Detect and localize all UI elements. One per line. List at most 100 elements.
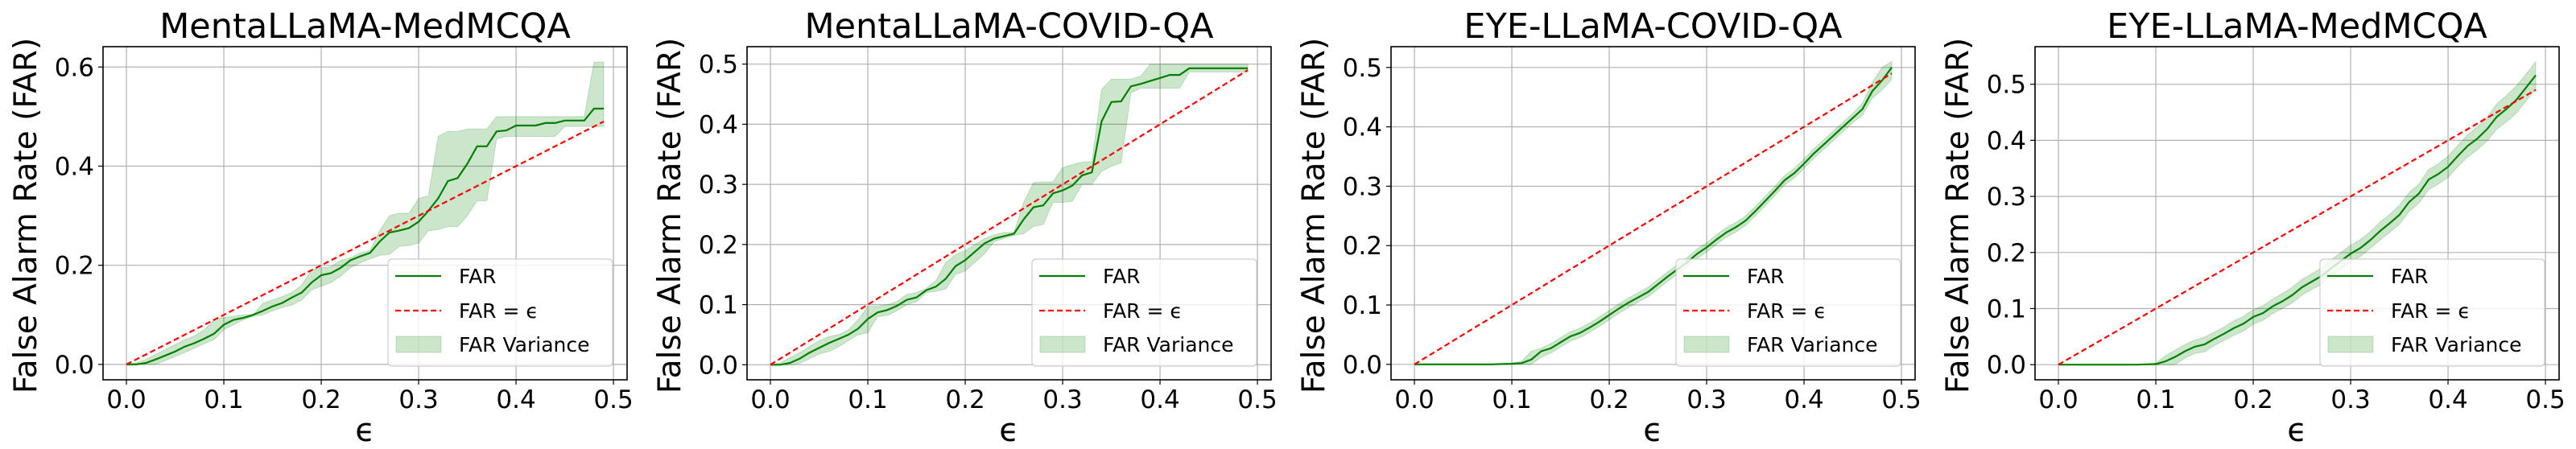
far-equals-epsilon-line	[2058, 89, 2537, 366]
x-tick-label: 0.3	[1042, 385, 1082, 414]
x-tick-label: 0.4	[1140, 385, 1179, 414]
far-variance-band	[1414, 60, 1893, 365]
legend-label-variance: FAR Variance	[459, 333, 590, 356]
y-tick-label: 0.1	[699, 291, 738, 320]
y-tick-label: 0.5	[1343, 54, 1382, 83]
legend-label-variance: FAR Variance	[1103, 333, 1234, 356]
x-tick-label: 0.2	[301, 385, 341, 414]
far-line	[770, 67, 1248, 366]
x-tick-label: 0.5	[1237, 385, 1277, 414]
subplot-title: EYE-LLaMA-COVID-QA	[1463, 6, 1843, 47]
y-tick-label: 0.5	[1987, 71, 2026, 100]
legend-variance-swatch	[1683, 336, 1730, 353]
x-axis-label: ϵ	[1643, 412, 1663, 449]
x-tick-label: 0.3	[398, 385, 438, 414]
y-tick-label: 0.2	[1343, 232, 1382, 261]
legend: FAR FAR = ϵ FAR Variance	[1675, 258, 1901, 367]
x-tick-label: 0.1	[204, 385, 243, 414]
x-tick-label: 0.0	[106, 385, 146, 414]
y-axis-label: False Alarm Rate (FAR)	[8, 38, 44, 393]
legend-label-identity: FAR = ϵ	[2391, 299, 2471, 323]
y-tick-label: 0.0	[55, 351, 94, 380]
legend-label-far: FAR	[459, 265, 497, 288]
subplot-3: 0.0 0.1 0.2 0.3 0.4 0.5 0.0 0.1 0.2 0.3 0.4 0.5 EYE-…	[1296, 6, 1922, 449]
axes-frame	[1390, 46, 1916, 381]
legend-variance-swatch	[1039, 336, 1086, 353]
subplot-4: 0.0 0.1 0.2 0.3 0.4 0.5 0.0 0.1 0.2 0.3 0.4 0.5 EYE-…	[1940, 6, 2566, 449]
x-tick-label: 0.2	[945, 385, 985, 414]
y-axis-label: False Alarm Rate (FAR)	[652, 38, 688, 393]
subplot-1: 0.0 0.1 0.2 0.3 0.4 0.5 0.0 0.2 0.4 0.6 MentaLLaMA…	[8, 6, 634, 449]
y-tick-label: 0.5	[699, 51, 738, 80]
y-tick-label: 0.4	[1343, 113, 1382, 142]
y-tick-label: 0.3	[1987, 183, 2026, 212]
legend-label-variance: FAR Variance	[2391, 333, 2522, 356]
x-axis-label: ϵ	[999, 412, 1019, 449]
far-equals-epsilon-line	[1414, 72, 1893, 365]
subplot-title: MentaLLaMA-COVID-QA	[804, 6, 1214, 47]
y-tick-label: 0.2	[1987, 239, 2026, 268]
x-tick-label: 0.3	[1686, 385, 1726, 414]
legend-box	[2319, 258, 2545, 367]
y-tick-label: 0.3	[1343, 172, 1382, 201]
y-tick-label: 0.0	[699, 351, 738, 380]
y-tick-label: 0.2	[699, 231, 738, 260]
y-tick-label: 0.2	[55, 252, 94, 281]
x-tick-label: 0.2	[1589, 385, 1629, 414]
y-tick-label: 0.3	[699, 171, 738, 200]
legend-label-identity: FAR = ϵ	[1747, 299, 1827, 323]
far-line	[126, 107, 604, 365]
x-tick-label: 0.3	[2330, 385, 2370, 414]
legend-variance-swatch	[2327, 336, 2374, 353]
y-tick-label: 0.4	[699, 110, 738, 139]
x-tick-label: 0.2	[2233, 385, 2273, 414]
far-equals-epsilon-line	[770, 69, 1249, 366]
y-tick-label: 0.4	[1987, 126, 2026, 155]
x-tick-label: 0.4	[1784, 385, 1823, 414]
y-tick-label: 0.0	[1987, 351, 2026, 380]
y-tick-label: 0.4	[55, 152, 94, 181]
x-tick-label: 0.5	[2525, 385, 2565, 414]
x-tick-label: 0.0	[750, 385, 790, 414]
x-tick-label: 0.1	[2136, 385, 2175, 414]
legend-label-identity: FAR = ϵ	[459, 299, 539, 323]
far-line	[2058, 74, 2537, 366]
axes-frame	[746, 46, 1272, 381]
x-tick-label: 0.0	[2038, 385, 2078, 414]
x-tick-label: 0.5	[1881, 385, 1921, 414]
x-tick-label: 0.4	[2428, 385, 2467, 414]
legend-label-variance: FAR Variance	[1747, 333, 1878, 356]
legend-box	[1675, 258, 1901, 367]
legend: FAR FAR = ϵ FAR Variance	[2319, 258, 2545, 367]
legend: FAR FAR = ϵ FAR Variance	[1031, 258, 1257, 367]
y-tick-label: 0.0	[1343, 351, 1382, 380]
far-equals-epsilon-line	[126, 121, 605, 365]
y-tick-label: 0.1	[1987, 295, 2026, 323]
x-axis-label: ϵ	[355, 412, 375, 449]
legend-label-far: FAR	[2391, 265, 2429, 288]
axes-frame	[102, 46, 628, 381]
y-axis-label: False Alarm Rate (FAR)	[1940, 38, 1976, 393]
axes-frame	[2034, 46, 2560, 381]
subplot-2: 0.0 0.1 0.2 0.3 0.4 0.5 0.0 0.1 0.2 0.3 0.4 0.5 Ment…	[652, 6, 1278, 449]
far-line	[1414, 67, 1893, 365]
legend-label-identity: FAR = ϵ	[1103, 299, 1183, 323]
y-tick-label: 0.6	[55, 53, 94, 82]
y-axis-label: False Alarm Rate (FAR)	[1296, 38, 1332, 393]
legend-label-far: FAR	[1747, 265, 1785, 288]
subplot-title: MentaLLaMA-MedMCQA	[159, 6, 571, 47]
legend: FAR FAR = ϵ FAR Variance	[387, 258, 613, 367]
legend-label-far: FAR	[1103, 265, 1141, 288]
x-axis-label: ϵ	[2287, 412, 2307, 449]
far-variance-band	[126, 61, 605, 365]
y-tick-label: 0.1	[1343, 291, 1382, 320]
x-tick-label: 0.1	[1492, 385, 1531, 414]
legend-box	[387, 258, 613, 367]
x-tick-label: 0.5	[593, 385, 633, 414]
x-tick-label: 0.0	[1394, 385, 1434, 414]
legend-box	[1031, 258, 1257, 367]
subplot-title: EYE-LLaMA-MedMCQA	[2107, 6, 2487, 47]
x-tick-label: 0.4	[496, 385, 535, 414]
x-tick-label: 0.1	[848, 385, 887, 414]
